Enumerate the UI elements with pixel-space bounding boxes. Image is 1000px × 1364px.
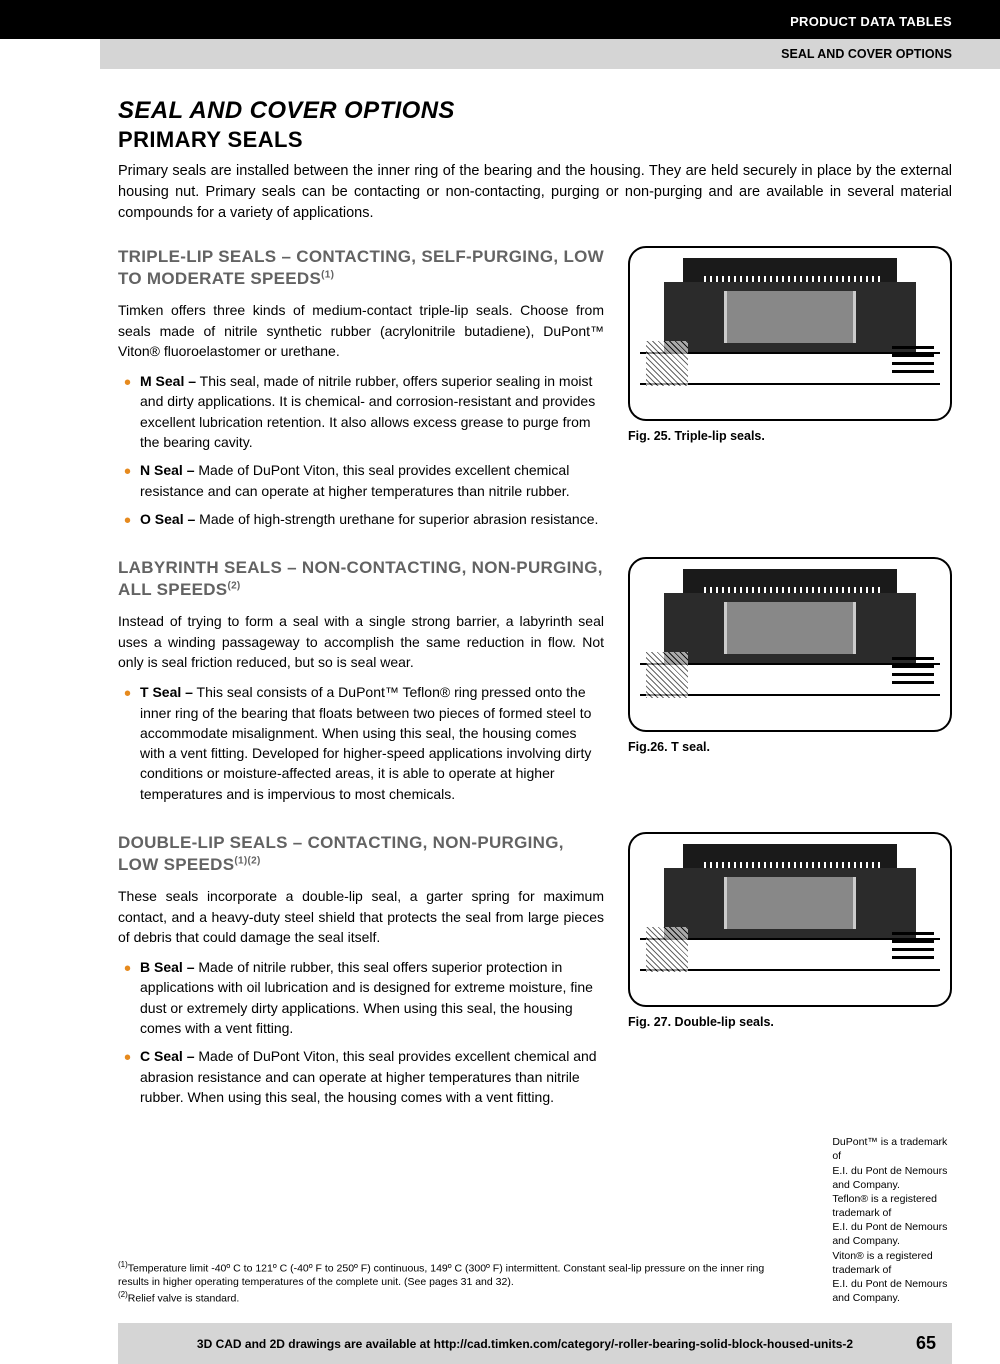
list-item: O Seal – Made of high-strength urethane … bbox=[118, 509, 604, 529]
footnotes: (1)Temperature limit -40º C to 121º C (-… bbox=[118, 1260, 792, 1306]
footer-bar: 3D CAD and 2D drawings are available at … bbox=[118, 1323, 952, 1364]
figure-column: Fig. 25. Triple-lip seals. bbox=[628, 246, 952, 537]
text-column: DOUBLE-LIP SEALS – CONTACTING, NON-PURGI… bbox=[118, 832, 604, 1115]
list-item: N Seal – Made of DuPont Viton, this seal… bbox=[118, 460, 604, 501]
footer-text: 3D CAD and 2D drawings are available at … bbox=[134, 1337, 916, 1351]
figure-caption: Fig. 27. Double-lip seals. bbox=[628, 1015, 952, 1029]
header-black-text: PRODUCT DATA TABLES bbox=[790, 14, 952, 29]
header-gray-text: SEAL AND COVER OPTIONS bbox=[781, 47, 952, 61]
section-body: Instead of trying to form a seal with a … bbox=[118, 611, 604, 672]
main-title: SEAL AND COVER OPTIONS bbox=[118, 97, 952, 125]
sub-title: PRIMARY SEALS bbox=[118, 127, 952, 153]
section: DOUBLE-LIP SEALS – CONTACTING, NON-PURGI… bbox=[118, 832, 952, 1115]
section: TRIPLE-LIP SEALS – CONTACTING, SELF-PURG… bbox=[118, 246, 952, 537]
figure-box bbox=[628, 832, 952, 1007]
section-heading: TRIPLE-LIP SEALS – CONTACTING, SELF-PURG… bbox=[118, 246, 604, 290]
header-gray-bar: SEAL AND COVER OPTIONS bbox=[100, 39, 1000, 69]
list-item: T Seal – This seal consists of a DuPont™… bbox=[118, 682, 604, 804]
list-item: M Seal – This seal, made of nitrile rubb… bbox=[118, 371, 604, 452]
intro-paragraph: Primary seals are installed between the … bbox=[118, 161, 952, 224]
section-heading: DOUBLE-LIP SEALS – CONTACTING, NON-PURGI… bbox=[118, 832, 604, 876]
seal-diagram bbox=[640, 844, 940, 995]
section-body: Timken offers three kinds of medium-cont… bbox=[118, 300, 604, 361]
figure-caption: Fig. 25. Triple-lip seals. bbox=[628, 429, 952, 443]
section: LABYRINTH SEALS – NON-CONTACTING, NON-PU… bbox=[118, 557, 952, 812]
figure-box bbox=[628, 246, 952, 421]
seal-list: M Seal – This seal, made of nitrile rubb… bbox=[118, 371, 604, 529]
section-body: These seals incorporate a double-lip sea… bbox=[118, 886, 604, 947]
seal-diagram bbox=[640, 569, 940, 720]
figure-caption: Fig.26. T seal. bbox=[628, 740, 952, 754]
page-number: 65 bbox=[916, 1333, 936, 1354]
header-black-bar: PRODUCT DATA TABLES bbox=[0, 0, 1000, 39]
section-heading: LABYRINTH SEALS – NON-CONTACTING, NON-PU… bbox=[118, 557, 604, 601]
list-item: C Seal – Made of DuPont Viton, this seal… bbox=[118, 1046, 604, 1107]
text-column: LABYRINTH SEALS – NON-CONTACTING, NON-PU… bbox=[118, 557, 604, 812]
seal-list: T Seal – This seal consists of a DuPont™… bbox=[118, 682, 604, 804]
figure-column: Fig.26. T seal. bbox=[628, 557, 952, 812]
seal-list: B Seal – Made of nitrile rubber, this se… bbox=[118, 957, 604, 1107]
figure-box bbox=[628, 557, 952, 732]
seal-diagram bbox=[640, 258, 940, 409]
figure-column: Fig. 27. Double-lip seals. bbox=[628, 832, 952, 1115]
page-content: SEAL AND COVER OPTIONS PRIMARY SEALS Pri… bbox=[0, 69, 1000, 1305]
list-item: B Seal – Made of nitrile rubber, this se… bbox=[118, 957, 604, 1038]
text-column: TRIPLE-LIP SEALS – CONTACTING, SELF-PURG… bbox=[118, 246, 604, 537]
